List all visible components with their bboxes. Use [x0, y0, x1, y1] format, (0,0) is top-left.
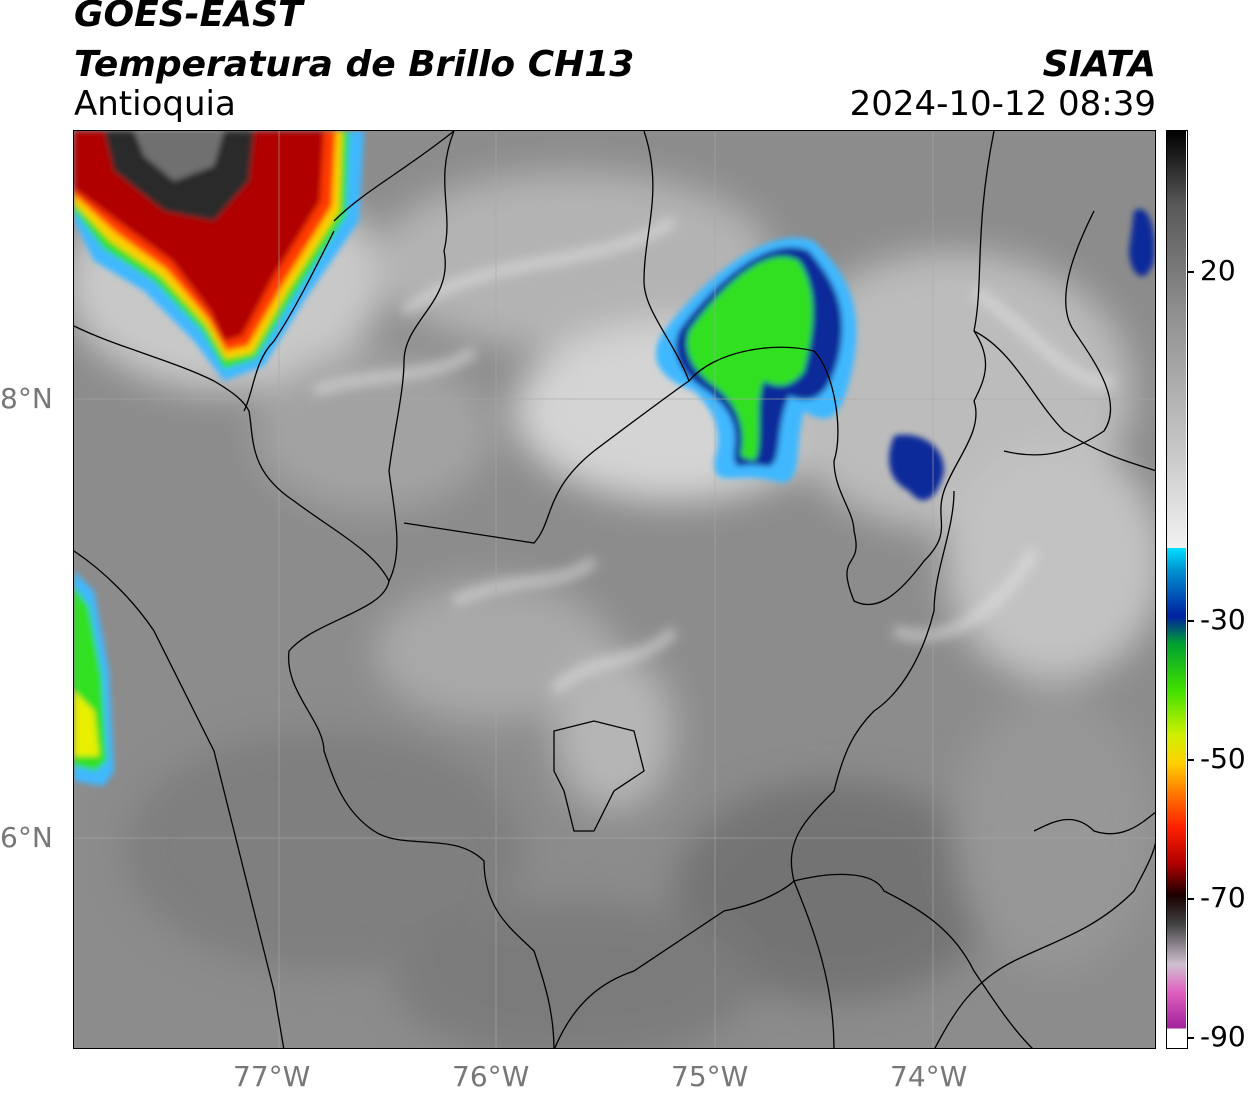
colorbar-tick-20	[1188, 271, 1194, 273]
storm-northwest	[74, 131, 364, 381]
colorbar-tick-m30	[1188, 620, 1194, 622]
colorbar-gradient	[1167, 131, 1186, 1047]
title-region: Antioquia	[74, 84, 236, 124]
lat-label-6n: 6°N	[0, 821, 53, 854]
graticule	[74, 131, 1155, 1048]
lon-label-77w: 77°W	[233, 1060, 311, 1093]
colorbar-label-m30: -30	[1200, 603, 1246, 636]
colorbar-tick-m50	[1188, 759, 1194, 761]
title-product: Temperatura de Brillo CH13	[74, 44, 635, 85]
lon-label-76w: 76°W	[452, 1060, 530, 1093]
map-svg	[74, 131, 1155, 1048]
colorbar-tick-m70	[1188, 898, 1194, 900]
storm-west-edge	[74, 571, 114, 786]
title-agency: SIATA	[1042, 44, 1156, 85]
cloud-streaks	[312, 216, 1116, 695]
storm-central	[655, 237, 857, 483]
colorbar-label-20: 20	[1200, 254, 1236, 287]
cloud-texture	[74, 171, 1155, 1048]
political-boundaries	[74, 131, 1155, 1048]
title-satellite: GOES-EAST	[74, 0, 303, 35]
lon-label-75w: 75°W	[671, 1060, 749, 1093]
colorbar-tick-m90	[1188, 1037, 1194, 1039]
colorbar-label-m70: -70	[1200, 881, 1246, 914]
storm-east-small	[889, 209, 1155, 501]
colorbar-label-m90: -90	[1200, 1020, 1246, 1053]
satellite-map[interactable]	[73, 130, 1156, 1049]
lat-label-8n: 8°N	[0, 382, 53, 415]
colorbar	[1166, 130, 1188, 1049]
colorbar-label-m50: -50	[1200, 742, 1246, 775]
lon-label-74w: 74°W	[890, 1060, 968, 1093]
title-datetime: 2024-10-12 08:39	[849, 84, 1156, 124]
